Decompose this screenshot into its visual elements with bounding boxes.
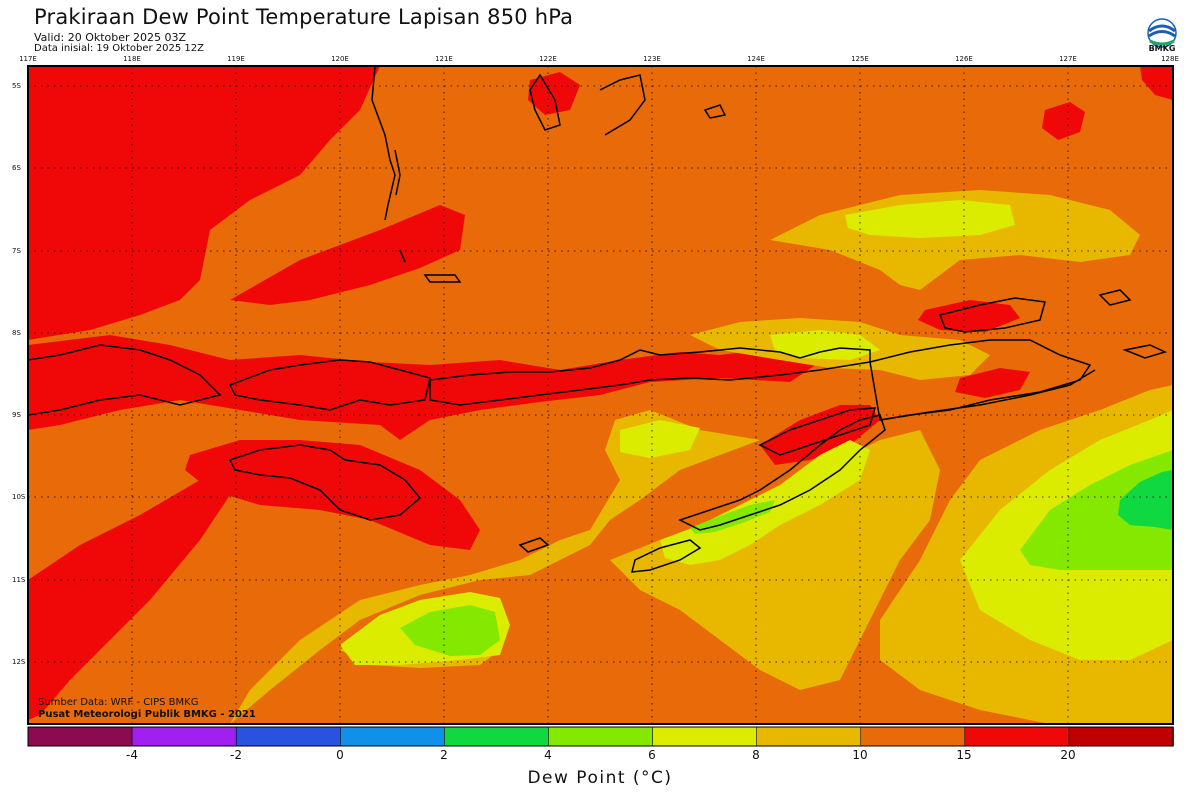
map-title: Prakiraan Dew Point Temperature Lapisan … xyxy=(34,5,574,29)
field-red-small-ne xyxy=(528,72,580,115)
colorbar-tick-label: 0 xyxy=(336,748,344,762)
coast-savu xyxy=(518,537,550,553)
lon-label: 118E xyxy=(123,55,141,63)
colorbar-title: Dew Point (°C) xyxy=(527,768,673,788)
lat-label: 8S xyxy=(12,329,21,337)
lat-label: 9S xyxy=(12,411,21,419)
field-yellow-savu xyxy=(620,420,700,458)
coast-flores xyxy=(429,347,871,406)
data-source-credit: Sumber Data: WRF - CIPS BMKG xyxy=(38,697,199,708)
field-greenyellow-southeast xyxy=(1020,450,1173,570)
colorbar-tick-label: 4 xyxy=(544,748,552,762)
field-red-southwest-band xyxy=(28,480,230,720)
logo-text: BMKG xyxy=(1148,44,1176,53)
field-red-northwest xyxy=(28,66,380,340)
coast-buton xyxy=(529,73,561,131)
coast-tanimbar-outline xyxy=(879,369,1096,421)
lat-label: 5S xyxy=(12,82,21,90)
coast-sumbawa xyxy=(228,359,431,411)
colorbar-tick-label: 15 xyxy=(956,748,972,762)
coast-timor xyxy=(678,414,886,531)
field-red-west xyxy=(28,335,820,440)
colorbar-tick-label: 6 xyxy=(648,748,656,762)
lon-label: 121E xyxy=(435,55,453,63)
colorbar-tick-label: 10 xyxy=(852,748,868,762)
lon-label: 125E xyxy=(851,55,869,63)
coast-timor-leste xyxy=(758,407,877,456)
coast-small-ne xyxy=(703,104,727,119)
field-red-east-tanimbar xyxy=(955,368,1030,398)
coast-alor xyxy=(1122,344,1168,359)
field-greenyellow-timor xyxy=(690,500,775,534)
field-yelloworange-south xyxy=(230,410,760,724)
lat-label: 10S xyxy=(12,493,26,501)
lon-label: 119E xyxy=(227,55,245,63)
lat-label: 7S xyxy=(12,247,21,255)
coast-sulawesi-south xyxy=(371,66,396,221)
field-yellow-mid xyxy=(770,330,880,360)
coast-sumba xyxy=(228,444,422,521)
colorbar-tick-label: 2 xyxy=(440,748,448,762)
coast-tanahjampea xyxy=(423,274,462,283)
field-red-sumbawa xyxy=(185,440,480,550)
lon-label: 124E xyxy=(747,55,765,63)
lon-label: 120E xyxy=(331,55,349,63)
lon-label: 126E xyxy=(955,55,973,63)
lat-label: 12S xyxy=(12,658,26,666)
coast-lombok xyxy=(28,344,222,416)
lon-label: 128E xyxy=(1161,55,1179,63)
colorbar-tick-label: 20 xyxy=(1060,748,1076,762)
lon-label: 117E xyxy=(19,55,37,63)
coast-buru-east xyxy=(599,74,646,136)
field-yellow-northeast xyxy=(845,200,1015,238)
init-time: Data inisial: 19 Oktober 2025 12Z xyxy=(34,43,204,54)
grid-lines xyxy=(28,66,1173,724)
colorbar-tick-label: -4 xyxy=(126,748,138,762)
field-red-north-blob xyxy=(1042,102,1085,140)
field-green-southeast xyxy=(1118,470,1173,530)
coast-selayar xyxy=(399,249,406,263)
coastlines xyxy=(28,66,1168,573)
field-red-west-band xyxy=(230,205,465,305)
lon-label: 127E xyxy=(1059,55,1077,63)
colorbar-tick-label: 8 xyxy=(752,748,760,762)
valid-time: Valid: 20 Oktober 2025 03Z xyxy=(34,31,187,44)
lon-label: 123E xyxy=(643,55,661,63)
organization-credit: Pusat Meteorologi Publik BMKG - 2021 xyxy=(38,709,256,720)
colorbar-tick-label: -2 xyxy=(230,748,242,762)
field-greenyellow-south xyxy=(400,605,500,656)
field-yelloworange-southcentral xyxy=(610,430,940,690)
coast-sulawesi-east xyxy=(394,149,401,196)
lat-label: 11S xyxy=(12,576,26,584)
field-red-northeast-blob xyxy=(1140,66,1173,100)
bmkg-logo-icon xyxy=(1147,18,1177,48)
lat-label: 6S xyxy=(12,164,21,172)
field-red-timor-ridge xyxy=(760,405,880,465)
map-frame xyxy=(27,65,1174,725)
lon-label: 122E xyxy=(539,55,557,63)
coast-babar xyxy=(1098,289,1132,306)
coast-east-islands xyxy=(938,297,1046,333)
coast-rote xyxy=(631,539,702,573)
